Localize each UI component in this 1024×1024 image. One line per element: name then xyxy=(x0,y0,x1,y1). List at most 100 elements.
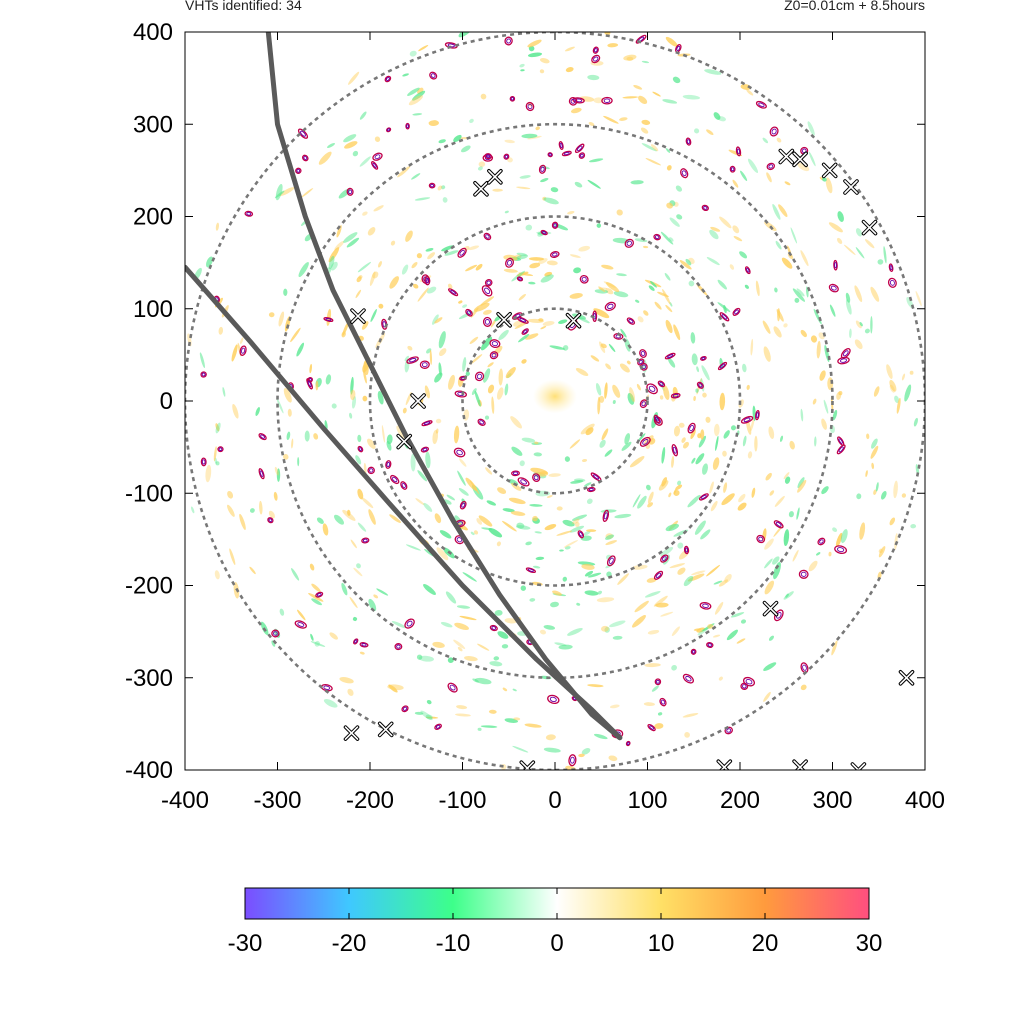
vorticity-streak xyxy=(353,567,363,577)
vorticity-streak xyxy=(695,388,699,393)
vht-marker-fill xyxy=(397,434,412,449)
vorticity-contour xyxy=(837,436,845,446)
vorticity-streak xyxy=(308,593,324,602)
vorticity-streak xyxy=(249,566,256,575)
vorticity-contour-inner xyxy=(533,475,539,481)
vorticity-streak xyxy=(587,684,604,688)
vorticity-streak xyxy=(535,126,540,131)
vorticity-streak xyxy=(199,352,205,369)
vorticity-streak xyxy=(546,260,558,266)
vorticity-streak xyxy=(492,188,503,192)
vorticity-streak xyxy=(587,74,600,81)
vorticity-streak xyxy=(286,431,291,441)
vorticity-streak xyxy=(751,487,756,498)
vorticity-contour-inner xyxy=(755,412,759,419)
vorticity-streak xyxy=(736,638,746,644)
vorticity-contour-inner xyxy=(485,234,490,239)
vorticity-contour xyxy=(836,444,846,455)
vorticity-streak xyxy=(283,454,289,460)
vorticity-streak xyxy=(405,544,421,551)
vorticity-contour-inner xyxy=(325,318,332,321)
vorticity-streak xyxy=(613,291,629,298)
vorticity-streak xyxy=(808,151,816,167)
vorticity-streak xyxy=(539,629,547,635)
vorticity-streak xyxy=(626,56,634,61)
vorticity-streak xyxy=(428,120,439,127)
vorticity-streak xyxy=(746,89,754,96)
vorticity-streak xyxy=(691,353,698,366)
vorticity-contour-inner xyxy=(758,102,765,108)
vht-marker-fill xyxy=(763,601,778,616)
vorticity-streak xyxy=(635,299,640,303)
vorticity-streak xyxy=(368,509,376,525)
vorticity-contour xyxy=(538,164,547,174)
vorticity-streak xyxy=(714,601,724,615)
vorticity-streak xyxy=(507,157,513,163)
vorticity-contour xyxy=(428,182,436,189)
vorticity-streak xyxy=(528,281,536,285)
vorticity-streak xyxy=(666,202,673,209)
vorticity-contour xyxy=(346,187,354,196)
vorticity-streak xyxy=(545,734,556,741)
vorticity-streak xyxy=(334,514,344,525)
vorticity-streak xyxy=(702,392,707,398)
vorticity-contour-inner xyxy=(385,77,390,81)
vorticity-contour-inner xyxy=(361,643,367,647)
vorticity-contour xyxy=(572,97,585,104)
vorticity-streak xyxy=(788,511,794,518)
vht-marker-fill xyxy=(862,220,877,235)
vorticity-streak xyxy=(797,477,805,489)
vorticity-contour-inner xyxy=(506,38,511,44)
vorticity-contour xyxy=(532,473,541,482)
vorticity-contour xyxy=(386,127,392,133)
vorticity-streak xyxy=(411,262,418,269)
vorticity-contour xyxy=(698,493,709,501)
y-tick-label: 200 xyxy=(133,204,173,231)
vorticity-streak xyxy=(668,492,672,498)
vorticity-contour-inner xyxy=(641,401,646,407)
vorticity-contour xyxy=(465,308,473,317)
vorticity-contour xyxy=(601,96,613,105)
vorticity-streak xyxy=(778,204,788,217)
vorticity-streak xyxy=(673,324,681,341)
vorticity-contour-inner xyxy=(800,571,807,577)
vorticity-streak xyxy=(713,580,723,585)
vorticity-contour-inner xyxy=(581,276,587,282)
vorticity-streak xyxy=(453,425,460,444)
vorticity-contour-inner xyxy=(726,728,732,733)
vorticity-contour-inner xyxy=(649,725,654,730)
vorticity-contour xyxy=(489,624,498,632)
vorticity-streak xyxy=(328,255,335,270)
vorticity-contour-inner xyxy=(681,170,687,177)
vorticity-streak xyxy=(323,698,338,708)
vorticity-streak xyxy=(676,214,683,220)
range-ring xyxy=(461,307,649,495)
vht-marker xyxy=(821,162,838,179)
vorticity-contour-inner xyxy=(303,156,308,160)
vorticity-streak xyxy=(675,484,683,491)
vorticity-contour xyxy=(735,146,742,157)
vorticity-contour-inner xyxy=(745,678,753,685)
vorticity-streak xyxy=(273,491,278,501)
vorticity-streak xyxy=(304,430,310,442)
vorticity-streak xyxy=(681,437,686,443)
vht-marker xyxy=(843,179,859,195)
vorticity-streak xyxy=(664,272,671,281)
vorticity-streak xyxy=(510,511,526,516)
vorticity-streak xyxy=(521,133,538,139)
vorticity-contour-inner xyxy=(484,287,491,295)
y-tick-label: -200 xyxy=(125,573,173,600)
vorticity-streak xyxy=(439,530,452,539)
vorticity-contour xyxy=(512,312,523,320)
vorticity-streak xyxy=(866,433,870,440)
vorticity-streak xyxy=(368,598,377,612)
vorticity-contour-inner xyxy=(588,488,594,491)
vorticity-contour xyxy=(653,233,661,241)
x-tick-label: -100 xyxy=(438,787,486,814)
axes: -400 -300 -200 -100 0 100 200 300 400 -400 -300 -20… xyxy=(125,19,945,814)
vorticity-streak xyxy=(859,322,863,327)
vorticity-streak xyxy=(586,529,597,532)
vorticity-contour xyxy=(477,418,486,426)
vorticity-streak xyxy=(205,464,212,483)
vorticity-contour xyxy=(568,754,577,767)
